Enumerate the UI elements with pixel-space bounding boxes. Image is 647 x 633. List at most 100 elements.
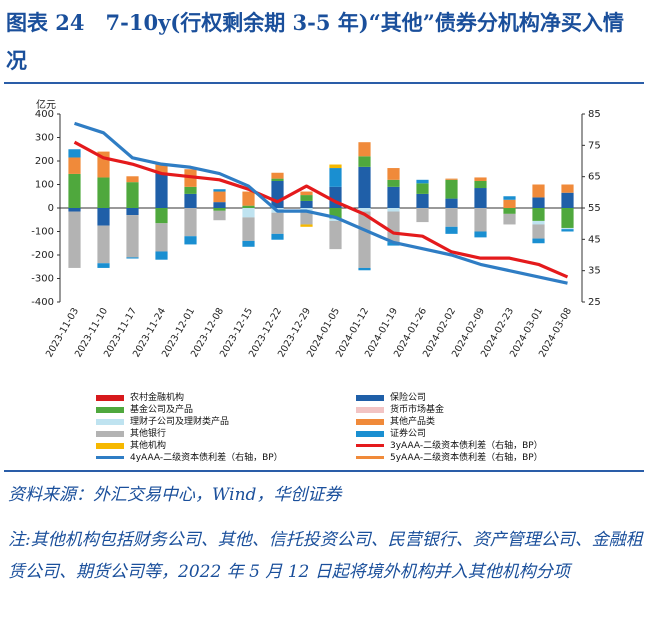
bar-segment: [97, 177, 110, 208]
legend-item: 其他产品类: [356, 416, 435, 428]
y2-tick-label: 85: [588, 109, 601, 120]
bar-segment: [445, 208, 458, 227]
legend-label: 理财子公司及理财类产品: [130, 417, 230, 427]
bar-segment: [126, 208, 139, 216]
bar-segment: [445, 198, 458, 208]
legend-label: 其他银行: [130, 429, 167, 439]
footer-divider: [4, 470, 644, 472]
y-axis-unit: 亿元: [36, 98, 56, 111]
bar-segment: [387, 179, 400, 187]
legend-item: 4yAAA-二级资本债利差（右轴，BP）: [96, 452, 283, 464]
bar-segment: [271, 180, 284, 208]
legend-item: 3yAAA-二级资本债利差（右轴，BP）: [356, 440, 543, 452]
bar-segment: [358, 211, 371, 268]
y-tick-label: -400: [31, 297, 54, 308]
y2-tick-label: 45: [588, 234, 601, 245]
bar-segment: [358, 166, 371, 208]
bar-segment: [561, 227, 574, 230]
bar-segment: [561, 208, 574, 228]
legend-swatch: [96, 442, 124, 449]
y-tick-label: -200: [31, 250, 54, 261]
bar-segment: [97, 225, 110, 264]
bar-segment: [184, 208, 197, 237]
chart: 亿元 -400 -300 -200 -100 0 100 200 300 400 25 35 45 55 6…: [31, 98, 601, 359]
bar-segment: [416, 208, 429, 223]
bar-segment: [532, 238, 545, 244]
bar-segment: [532, 220, 545, 225]
bar-segment: [445, 178, 458, 180]
bar-segment: [155, 251, 168, 260]
legend-item: 农村金融机构: [96, 392, 184, 404]
bar-segment: [271, 172, 284, 179]
bar-segment: [184, 193, 197, 208]
bar-segment: [242, 217, 255, 241]
legend-item: 保险公司: [356, 392, 426, 404]
series-line: [74, 121, 568, 285]
bar-segment: [300, 191, 313, 196]
bar-segment: [474, 177, 487, 181]
bar-segment: [184, 186, 197, 194]
y-tick-label: 300: [35, 133, 54, 144]
bar-segment: [184, 236, 197, 245]
y-tick-label: -100: [31, 227, 54, 238]
bar-segment: [300, 195, 313, 201]
y-tick-label: 100: [35, 180, 54, 191]
bar-segment: [387, 208, 400, 212]
bar-segment: [358, 208, 371, 212]
bar-segment: [155, 164, 168, 173]
legend-swatch: [356, 418, 384, 425]
legend-swatch: [96, 418, 124, 425]
bar-segment: [97, 208, 110, 226]
legend-item: 其他银行: [96, 428, 166, 440]
bar-segment: [213, 210, 226, 221]
bar-segment: [503, 208, 516, 214]
legend-item: 货币市场基金: [356, 404, 444, 416]
bar-segment: [213, 202, 226, 208]
bar-segment: [532, 184, 545, 198]
bar-segment: [474, 188, 487, 208]
legend-label: 保险公司: [390, 393, 427, 403]
bar-segment: [387, 186, 400, 208]
y2-tick-label: 65: [588, 172, 601, 183]
bar-segment: [329, 208, 342, 219]
bar-segment: [126, 176, 139, 183]
y2-tick-label: 35: [588, 266, 601, 277]
bar-segment: [271, 212, 284, 234]
legend-swatch: [96, 394, 124, 401]
bar-segment: [126, 257, 139, 259]
legend-item: 理财子公司及理财类产品: [96, 416, 229, 428]
bar-segment: [300, 211, 313, 225]
bar-segment: [416, 183, 429, 194]
source-text: 资料来源：外汇交易中心，Wind，华创证券: [8, 485, 342, 505]
legend-item: 5yAAA-二级资本债利差（右轴，BP）: [356, 452, 543, 464]
legend-label: 4yAAA-二级资本债利差（右轴，BP）: [130, 453, 283, 463]
bar-segment: [271, 178, 284, 181]
bar-segment: [242, 208, 255, 218]
bar-segment: [416, 193, 429, 208]
bar-segment: [242, 205, 255, 208]
bar-segment: [126, 215, 139, 258]
bar-segment: [358, 156, 371, 167]
title-divider: [4, 82, 644, 84]
bar-segment: [242, 240, 255, 247]
bar-segment: [503, 213, 516, 225]
y2-tick-label: 55: [588, 203, 601, 214]
bar-segment: [561, 192, 574, 208]
bar-segment: [474, 180, 487, 189]
chart-legend: 农村金融机构 保险公司基金公司及产品 货币市场基金理财子公司及理财类产品 其他产品类其…: [96, 392, 596, 464]
bar-segment: [329, 168, 342, 187]
legend-label: 证券公司: [390, 429, 427, 439]
legend-label: 其他机构: [130, 441, 167, 451]
bar-segment: [329, 218, 342, 221]
bar-segment: [532, 208, 545, 221]
bar-segment: [503, 199, 516, 208]
bar-segment: [242, 191, 255, 206]
bar-segment: [474, 231, 487, 238]
bar-segment: [561, 184, 574, 193]
bar-segment: [97, 263, 110, 268]
legend-swatch: [356, 394, 384, 401]
bar-segment: [329, 220, 342, 250]
legend-label: 基金公司及产品: [130, 405, 194, 415]
bar-segment: [329, 164, 342, 169]
bar-segment: [126, 182, 139, 208]
